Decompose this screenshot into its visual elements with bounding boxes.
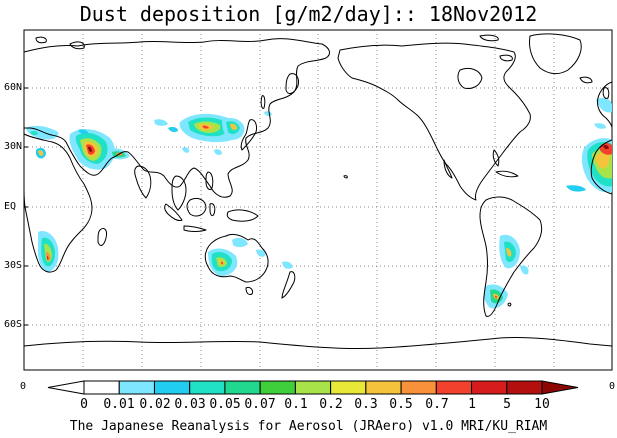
colorbar-tick-label: 0.7 bbox=[425, 397, 449, 412]
colorbar-box bbox=[189, 380, 226, 395]
colorbar-tick-label: 0.05 bbox=[209, 397, 241, 412]
coastline-eurasia bbox=[23, 38, 330, 198]
colorbar-box bbox=[400, 380, 437, 395]
coastline-india bbox=[134, 165, 152, 199]
colorbar-arrow-low bbox=[47, 380, 85, 395]
coastline-falklands bbox=[507, 302, 512, 307]
coastline-borneo bbox=[186, 197, 207, 217]
coastline-new-guinea bbox=[226, 209, 259, 222]
colorbar-box bbox=[506, 380, 543, 395]
colorbar-tick-label: 0.01 bbox=[103, 397, 135, 412]
coastline-tasmania bbox=[245, 287, 253, 295]
colorbar-arrow-high bbox=[541, 380, 579, 395]
colorbar-box bbox=[330, 380, 367, 395]
colorbar-box bbox=[224, 380, 261, 395]
coastline-florida bbox=[492, 149, 500, 167]
colorbar-tick-label: 0.07 bbox=[244, 397, 276, 412]
colorbar-tick-label: 0.02 bbox=[139, 397, 171, 412]
colorbar-tick-label: 5 bbox=[503, 397, 511, 412]
dust-region-northern-china bbox=[214, 111, 272, 155]
coastlines bbox=[23, 33, 613, 350]
lat-label-eq: EQ bbox=[4, 201, 17, 212]
dust-region-australia bbox=[208, 237, 293, 276]
footer-credit: The Japanese Reanalysis for Aerosol (JRA… bbox=[69, 419, 548, 434]
coastline-sumatra bbox=[164, 203, 183, 221]
colorbar-box bbox=[83, 380, 120, 395]
colorbar-edge-left: 0 bbox=[20, 381, 27, 392]
colorbar-box bbox=[259, 380, 296, 395]
lat-label-30s: 30S bbox=[4, 260, 23, 271]
map-title: Dust deposition [g/m2/day]:: 18Nov2012 bbox=[79, 2, 538, 26]
coastline-indochina bbox=[171, 175, 187, 211]
coastline-canadian-arctic bbox=[479, 34, 513, 62]
colorbar-edge-right: 0 bbox=[609, 381, 616, 392]
colorbar-box bbox=[435, 380, 473, 395]
colorbar-tick-label: 0.5 bbox=[389, 397, 413, 412]
colorbar-box bbox=[365, 380, 402, 395]
coastline-sulawesi bbox=[209, 203, 216, 217]
colorbar-box bbox=[471, 380, 508, 395]
dust-region-arabia bbox=[69, 129, 115, 170]
coastline-europe-africa-east bbox=[590, 81, 613, 195]
lat-ticks bbox=[24, 87, 28, 326]
colorbar-tick-label: 0.03 bbox=[174, 397, 206, 412]
coastline-new-zealand bbox=[281, 271, 296, 299]
coastline-iceland bbox=[579, 76, 593, 84]
coastline-japan bbox=[240, 119, 257, 151]
colorbar-tick-label: 0.2 bbox=[319, 397, 343, 412]
coastline-java bbox=[183, 225, 207, 232]
colorbar-tick-label: 1 bbox=[468, 397, 476, 412]
colorbar-box bbox=[294, 380, 332, 395]
coastline-hawaii bbox=[343, 175, 348, 179]
colorbar-box bbox=[153, 380, 191, 395]
coastline-australia bbox=[204, 233, 269, 283]
lat-label-60n: 60N bbox=[4, 82, 23, 93]
coastline-antarctica bbox=[23, 336, 613, 350]
coastline-madagascar bbox=[97, 227, 107, 246]
coastline-british-isles bbox=[602, 87, 610, 99]
coastline-svalbard bbox=[35, 36, 47, 44]
coastline-philippines bbox=[205, 171, 214, 191]
colorbar bbox=[47, 380, 579, 395]
coastline-africa bbox=[23, 133, 93, 273]
coastline-greenland bbox=[529, 33, 582, 75]
colorbar-tick-label: 0.1 bbox=[284, 397, 308, 412]
coastline-cuba bbox=[495, 170, 519, 178]
dust-region-west-africa bbox=[26, 125, 59, 159]
coastline-baja bbox=[443, 159, 453, 179]
coastline-hudson-bay bbox=[457, 67, 483, 89]
coastline-kamchatka bbox=[285, 73, 299, 94]
colorbar-tick-label: 0.3 bbox=[354, 397, 378, 412]
dust-region-southern-africa bbox=[38, 230, 59, 272]
coastline-novaya-zemlya bbox=[69, 41, 85, 50]
coastline-sakhalin bbox=[260, 95, 266, 109]
colorbar-tick-label: 10 bbox=[534, 397, 550, 412]
coastline-south-america bbox=[479, 196, 543, 317]
colorbar-box bbox=[118, 380, 155, 395]
dust-region-west-sahara bbox=[566, 97, 612, 193]
coastline-north-america bbox=[337, 42, 531, 201]
dust-fields bbox=[26, 97, 612, 309]
lat-label-60s: 60S bbox=[4, 319, 23, 330]
colorbar-tick-label: 0 bbox=[80, 397, 88, 412]
dust-region-argentina bbox=[483, 234, 529, 309]
lat-label-30n: 30N bbox=[4, 141, 23, 152]
